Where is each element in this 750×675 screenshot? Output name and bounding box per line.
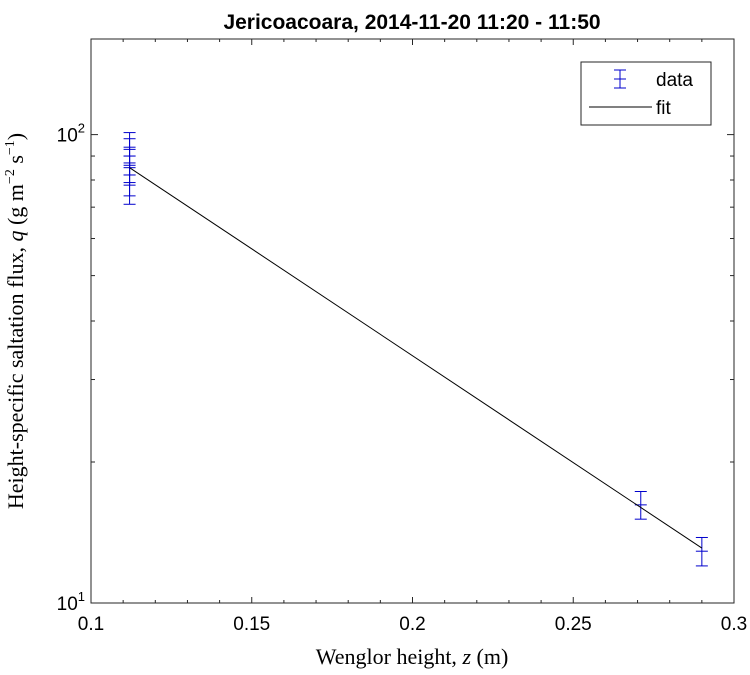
- x-axis-label-suffix: (m): [471, 644, 508, 669]
- x-tick-label: 0.1: [78, 614, 104, 635]
- data-point: [695, 536, 708, 567]
- legend-box: [580, 61, 712, 126]
- x-tick-label: 0.2: [399, 614, 425, 635]
- y-axis-label-variable: q: [3, 231, 28, 242]
- y-axis-label-prefix: Height-specific saltation flux,: [3, 242, 28, 510]
- y-axis-label: Height-specific saltation flux, q (g m−2…: [3, 133, 28, 509]
- legend-data-marker: [614, 69, 626, 89]
- y-tick-label-base: 10: [57, 126, 78, 147]
- data-point: [123, 162, 136, 205]
- x-axis-label: Wenglor height, z (m): [316, 644, 509, 669]
- y-axis-label-exp2: −1: [3, 140, 18, 155]
- y-tick-label-base: 10: [57, 594, 78, 615]
- y-axis-label-unit-open: (g m: [3, 184, 28, 230]
- x-axis-label-prefix: Wenglor height,: [316, 644, 463, 669]
- chart-title: Jericoacoara, 2014-11-20 11:20 - 11:50: [223, 11, 600, 34]
- legend: data fit: [580, 61, 712, 126]
- x-tick-label: 0.3: [721, 614, 747, 635]
- legend-label-data: data: [656, 70, 693, 91]
- y-tick-label-exponent: 1: [78, 589, 85, 604]
- plot-area: [90, 38, 735, 604]
- legend-label-fit: fit: [656, 98, 672, 119]
- y-axis-label-unit-close: ): [3, 133, 28, 140]
- y-tick-label: 102: [57, 121, 85, 147]
- series-layer: [123, 132, 708, 567]
- y-axis-label-unit-mid: s: [3, 155, 28, 169]
- x-axis-label-variable: z: [461, 644, 471, 669]
- y-axis-label-exp1: −2: [3, 169, 18, 184]
- y-tick-label-exponent: 2: [78, 121, 85, 136]
- y-tick-label: 101: [57, 589, 85, 615]
- data-point: [634, 491, 647, 520]
- x-tick-label: 0.15: [233, 614, 270, 635]
- x-tick-label: 0.25: [555, 614, 592, 635]
- fit-line: [129, 167, 703, 549]
- x-axis-ticks: 0.1 0.15 0.2 0.25 0.3: [78, 39, 747, 635]
